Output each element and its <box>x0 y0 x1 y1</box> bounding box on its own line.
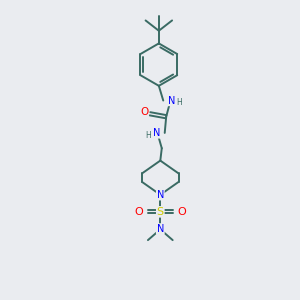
Text: O: O <box>135 207 143 217</box>
Text: N: N <box>157 224 164 234</box>
Text: N: N <box>168 95 175 106</box>
Text: N: N <box>157 190 164 200</box>
Text: H: H <box>146 131 151 140</box>
Text: O: O <box>177 207 186 217</box>
Text: H: H <box>177 98 182 107</box>
Text: O: O <box>140 107 148 117</box>
Text: N: N <box>153 128 160 138</box>
Text: S: S <box>157 207 164 217</box>
